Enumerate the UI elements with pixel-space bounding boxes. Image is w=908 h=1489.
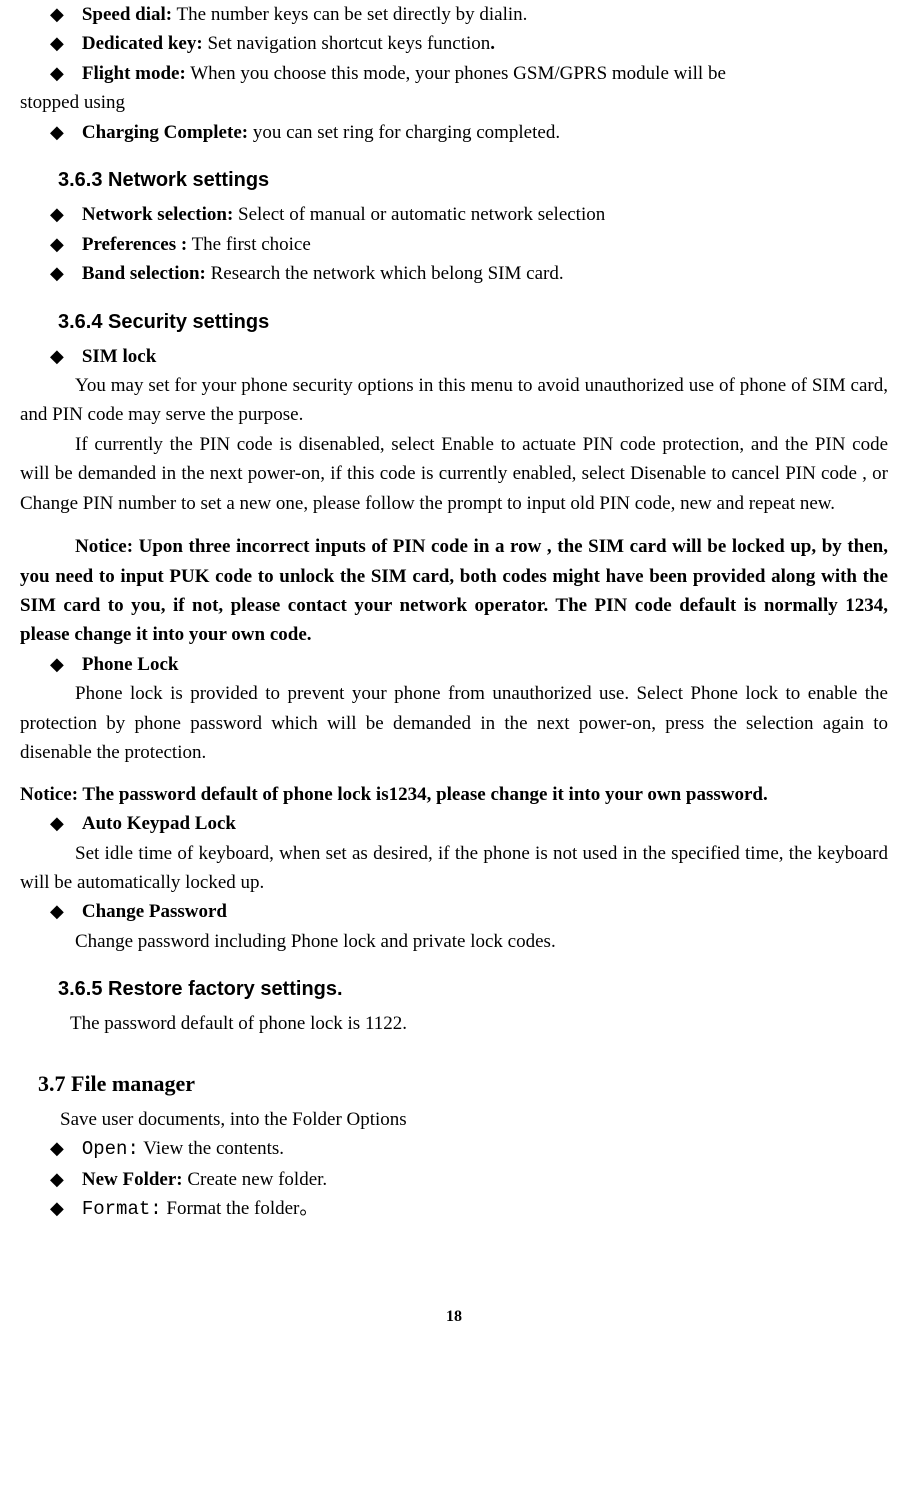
section-heading: 3.6.5 Restore factory settings.: [20, 974, 888, 1005]
list-item-cont: stopped using: [20, 88, 888, 117]
list-item-text: Auto Keypad Lock: [82, 809, 888, 838]
bullet-icon: ◆: [50, 1195, 64, 1223]
list-item: ◆ SIM lock: [20, 342, 888, 371]
list-item-text: Preferences : The first choice: [82, 230, 888, 259]
section-heading: 3.6.4 Security settings: [20, 307, 888, 338]
paragraph: The password default of phone lock is 11…: [20, 1009, 888, 1038]
list-item: ◆ Format: Format the folder。: [20, 1194, 888, 1224]
list-item-text: Dedicated key: Set navigation shortcut k…: [82, 29, 888, 58]
document-page: ◆ Speed dial: The number keys can be set …: [0, 0, 908, 1329]
notice-paragraph: Notice: The password default of phone lo…: [20, 780, 888, 809]
list-item-text: Speed dial: The number keys can be set d…: [82, 0, 888, 29]
bullet-icon: ◆: [50, 343, 64, 371]
list-item-text: SIM lock: [82, 342, 888, 371]
bullet-icon: ◆: [50, 651, 64, 679]
list-item: ◆ Preferences : The first choice: [20, 230, 888, 259]
list-item: ◆ Change Password: [20, 897, 888, 926]
list-item-text: Band selection: Research the network whi…: [82, 259, 888, 288]
notice-paragraph: Notice: Upon three incorrect inputs of P…: [20, 532, 888, 650]
bullet-icon: ◆: [50, 1, 64, 29]
bullet-icon: ◆: [50, 201, 64, 229]
paragraph: Save user documents, into the Folder Opt…: [20, 1105, 888, 1134]
bullet-icon: ◆: [50, 1166, 64, 1194]
list-item: ◆ Open: View the contents.: [20, 1134, 888, 1164]
list-item-text: Charging Complete: you can set ring for …: [82, 118, 888, 147]
bullet-icon: ◆: [50, 119, 64, 147]
section-heading: 3.6.3 Network settings: [20, 165, 888, 196]
page-number: 18: [20, 1305, 888, 1330]
list-item-text: Change Password: [82, 897, 888, 926]
paragraph: If currently the PIN code is disenabled,…: [20, 430, 888, 518]
paragraph: Change password including Phone lock and…: [20, 927, 888, 956]
list-item-text: Network selection: Select of manual or a…: [82, 200, 888, 229]
paragraph: Phone lock is provided to prevent your p…: [20, 679, 888, 767]
list-item: ◆ Network selection: Select of manual or …: [20, 200, 888, 229]
list-item: ◆ Phone Lock: [20, 650, 888, 679]
bullet-icon: ◆: [50, 30, 64, 58]
bullet-icon: ◆: [50, 260, 64, 288]
paragraph: Set idle time of keyboard, when set as d…: [20, 839, 888, 898]
bullet-icon: ◆: [50, 231, 64, 259]
list-item-text: Phone Lock: [82, 650, 888, 679]
list-item: ◆ Charging Complete: you can set ring for…: [20, 118, 888, 147]
list-item-text: Format: Format the folder。: [82, 1194, 888, 1224]
list-item-text: Flight mode: When you choose this mode, …: [82, 59, 888, 88]
bullet-icon: ◆: [50, 60, 64, 88]
list-item-text: Open: View the contents.: [82, 1134, 888, 1164]
list-item: ◆ Auto Keypad Lock: [20, 809, 888, 838]
list-item: ◆ Dedicated key: Set navigation shortcut …: [20, 29, 888, 58]
list-item: ◆ New Folder: Create new folder.: [20, 1165, 888, 1194]
bullet-icon: ◆: [50, 1135, 64, 1163]
list-item: ◆ Flight mode: When you choose this mode,…: [20, 59, 888, 118]
section-heading: 3.7 File manager: [20, 1067, 888, 1101]
paragraph: You may set for your phone security opti…: [20, 371, 888, 430]
bullet-icon: ◆: [50, 898, 64, 926]
bullet-icon: ◆: [50, 810, 64, 838]
list-item-text: New Folder: Create new folder.: [82, 1165, 888, 1194]
list-item: ◆ Speed dial: The number keys can be set …: [20, 0, 888, 29]
list-item: ◆ Band selection: Research the network wh…: [20, 259, 888, 288]
